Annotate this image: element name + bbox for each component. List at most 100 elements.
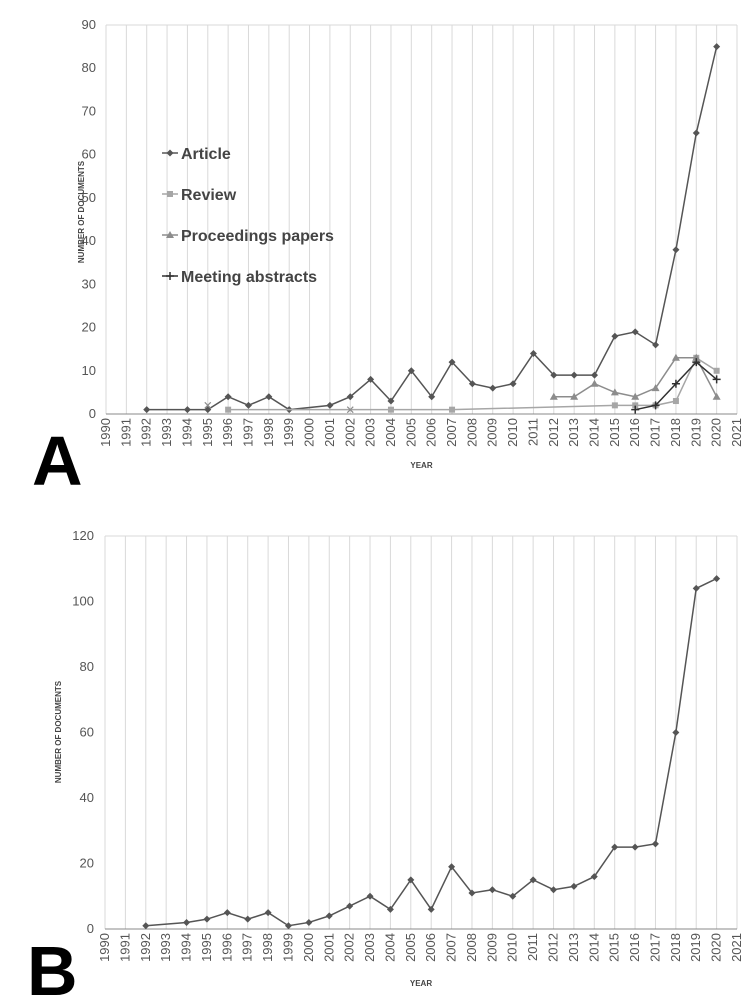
- x-tick-label: 2021: [729, 933, 744, 962]
- x-tick-label: 2006: [423, 933, 438, 962]
- x-tick-label: 2004: [382, 933, 397, 962]
- data-point: [407, 876, 415, 884]
- x-tick-label: 2012: [546, 933, 561, 962]
- x-tick-label: 1992: [138, 933, 153, 962]
- data-point: [611, 402, 618, 409]
- y-axis-title: NUMBER OF DOCUMENTS: [77, 160, 86, 263]
- data-point: [570, 371, 578, 379]
- data-point: [448, 863, 456, 871]
- x-tick-label: 1992: [139, 418, 154, 447]
- legend-marker: [166, 231, 174, 238]
- x-tick-label: 1996: [219, 933, 234, 962]
- legend-item: Proceedings papers: [162, 228, 334, 245]
- x-tick-label: 1994: [179, 933, 194, 962]
- x-tick-label: 1997: [240, 933, 255, 962]
- x-tick-label: 2001: [321, 933, 336, 962]
- y-tick-label: 80: [80, 659, 94, 674]
- data-point: [712, 392, 721, 400]
- data-point: [651, 384, 660, 392]
- data-point: [672, 729, 680, 736]
- x-tick-label: 1991: [118, 418, 133, 447]
- x-tick-label: 2020: [709, 418, 724, 447]
- data-point: [203, 915, 211, 923]
- y-tick-label: 0: [87, 921, 94, 936]
- data-point: [407, 367, 415, 375]
- x-tick-label: 2009: [485, 418, 500, 447]
- x-tick-label: 2003: [363, 418, 378, 447]
- data-point: [692, 129, 700, 137]
- data-point: [631, 328, 639, 336]
- data-point: [509, 380, 517, 388]
- series-meeting-abstracts: [631, 358, 721, 414]
- panel-label: A: [32, 422, 83, 500]
- x-tick-label: 2005: [403, 933, 418, 962]
- data-point: [325, 912, 333, 920]
- x-tick-label: 2003: [362, 933, 377, 962]
- legend-item: Review: [162, 187, 237, 204]
- legend-label: Review: [181, 187, 237, 204]
- x-tick-label: 2012: [546, 418, 561, 447]
- x-tick-label: 1998: [260, 933, 275, 962]
- series-proceedings-papers: [549, 353, 721, 400]
- data-point: [265, 393, 273, 401]
- legend-label: Article: [181, 146, 231, 163]
- data-point: [223, 909, 231, 917]
- x-tick-label: 2011: [525, 418, 540, 446]
- x-tick-label: 2004: [383, 418, 398, 447]
- y-tick-label: 70: [82, 103, 96, 118]
- data-point: [449, 406, 456, 413]
- y-tick-label: 20: [82, 320, 96, 335]
- y-tick-label: 30: [82, 276, 96, 291]
- data-point: [611, 332, 619, 340]
- x-tick-label: 2007: [444, 933, 459, 962]
- data-point: [570, 392, 579, 400]
- data-point: [346, 406, 354, 414]
- x-tick-label: 2011: [525, 933, 540, 961]
- legend-label: Proceedings papers: [181, 228, 334, 245]
- x-tick-label: 2002: [342, 933, 357, 962]
- x-tick-label: 1995: [199, 933, 214, 962]
- y-tick-label: 100: [72, 594, 94, 609]
- x-tick-label: 2000: [301, 933, 316, 962]
- y-tick-label: 120: [72, 528, 94, 543]
- data-point: [611, 843, 619, 851]
- x-tick-label: 2015: [607, 933, 622, 962]
- data-point: [671, 379, 680, 388]
- y-tick-label: 80: [82, 60, 96, 75]
- x-tick-label: 2015: [607, 418, 622, 447]
- x-tick-label: 1993: [159, 418, 174, 447]
- x-tick-label: 2017: [647, 933, 662, 962]
- chart-a: 0 10 20 30 40 50 60 70 80 90 1990 1991 1992 1993 1994 1…: [32, 17, 744, 500]
- series-unnamed-4: [204, 401, 354, 414]
- data-point: [610, 388, 619, 396]
- data-point: [651, 840, 659, 848]
- y-axis-title: NUMBER OF DOCUMENTS: [54, 680, 63, 783]
- data-point: [366, 892, 374, 900]
- x-tick-label: 2016: [627, 418, 642, 447]
- series-unnamed-0: [142, 575, 721, 930]
- x-tick-label: 2016: [627, 933, 642, 962]
- data-point: [631, 405, 640, 414]
- x-tick-label: 2008: [464, 933, 479, 962]
- x-tick-label: 2000: [302, 418, 317, 447]
- data-point: [631, 843, 639, 851]
- x-tick-label: 2009: [484, 933, 499, 962]
- data-point: [529, 349, 537, 357]
- data-point: [143, 406, 151, 414]
- x-tick-label: 2001: [322, 418, 337, 447]
- y-tick-label: 60: [80, 725, 94, 740]
- data-point: [468, 380, 476, 388]
- data-point: [225, 406, 232, 413]
- x-tick-label: 1996: [220, 418, 235, 447]
- data-point: [387, 397, 395, 405]
- x-tick-label: 2021: [729, 418, 744, 447]
- y-tick-label: 50: [82, 190, 96, 205]
- y-tick-label: 20: [80, 856, 94, 871]
- data-point: [570, 882, 578, 890]
- x-tick-label: 1990: [97, 933, 112, 962]
- chart-b: 0 20 40 60 80 100 120 1990 1991 1992 1993 1994 1995 1…: [27, 528, 744, 1003]
- x-tick-label: 1990: [98, 418, 113, 447]
- data-point: [284, 922, 292, 930]
- series-line: [145, 577, 717, 927]
